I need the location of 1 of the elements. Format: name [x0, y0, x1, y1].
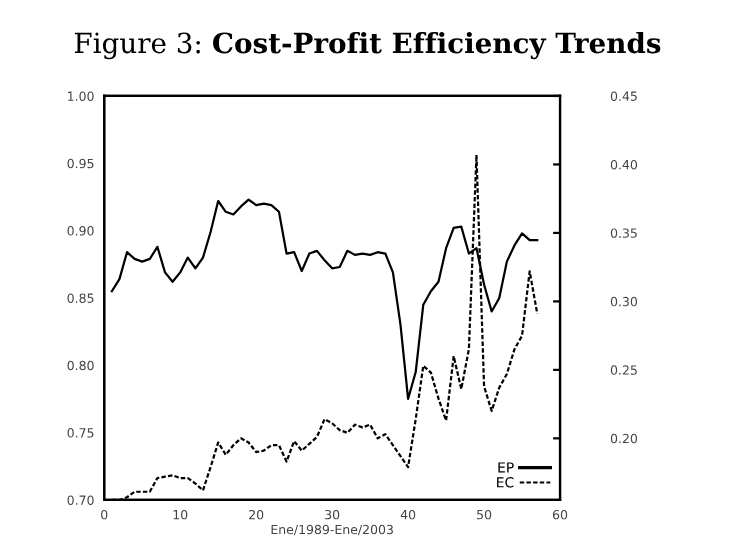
- chart-title: Figure 3: Cost-Profit Efficiency Trends: [74, 31, 661, 60]
